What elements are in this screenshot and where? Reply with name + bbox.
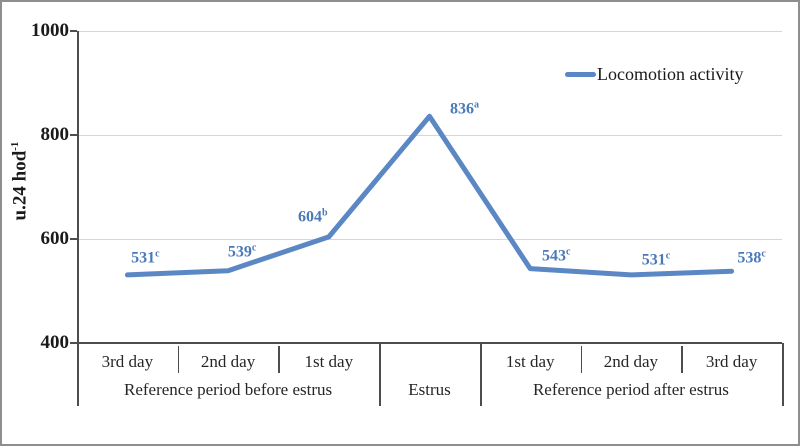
- data-point-significance-letter: c: [565, 245, 571, 257]
- gridline: [77, 135, 782, 136]
- data-point-significance-letter: c: [761, 248, 766, 260]
- gridline: [77, 239, 782, 240]
- data-point-label: 538c: [737, 249, 765, 268]
- y-tick-label: 600: [40, 228, 70, 249]
- data-point-significance-letter: c: [155, 248, 160, 260]
- data-point-significance-letter: a: [474, 99, 479, 111]
- legend-line-swatch: [565, 71, 596, 77]
- day-separator: [278, 346, 280, 373]
- legend-label: Locomotion activity: [597, 63, 744, 84]
- x-category-label: 2nd day: [200, 352, 256, 371]
- data-point-value: 539: [227, 243, 252, 261]
- data-point-value: 836: [450, 100, 474, 118]
- data-point-value: 531: [131, 249, 156, 267]
- data-point-significance-letter: c: [251, 242, 257, 254]
- day-separator: [681, 346, 683, 373]
- day-separator: [177, 346, 180, 373]
- data-point-label: 531c: [642, 250, 670, 269]
- y-tick-label: 1000: [31, 20, 69, 41]
- x-category-label: 3rd day: [705, 352, 758, 371]
- x-group-label: Reference period after estrus: [532, 380, 729, 399]
- data-point-value: 531: [641, 251, 666, 269]
- day-separator: [580, 346, 583, 373]
- group-separator: [379, 343, 382, 406]
- data-point-label: 836a: [450, 100, 479, 119]
- legend: Locomotion activity: [565, 64, 743, 84]
- group-separator: [782, 343, 784, 406]
- y-axis-line: [77, 31, 79, 406]
- x-category-label: 2nd day: [603, 352, 659, 371]
- y-tick-mark: [70, 134, 77, 136]
- y-tick-label: 800: [40, 124, 70, 145]
- data-point-label: 604b: [298, 207, 328, 226]
- series-polyline: [124, 113, 735, 278]
- x-axis-line: [70, 342, 782, 344]
- x-group-label: Reference period before estrus: [123, 380, 333, 399]
- x-category-label: 1st day: [304, 352, 354, 371]
- data-point-label: 531c: [131, 248, 159, 267]
- y-tick-label: 400: [40, 332, 70, 353]
- group-separator: [479, 343, 482, 406]
- data-point-label: 539c: [228, 242, 256, 261]
- gridline: [77, 31, 782, 32]
- data-point-value: 538: [737, 249, 762, 267]
- x-category-label: 3rd day: [101, 352, 154, 371]
- y-tick-mark: [70, 238, 77, 240]
- x-category-label: 1st day: [505, 352, 555, 371]
- data-point-value: 604: [298, 208, 322, 226]
- data-point-value: 543: [541, 247, 566, 265]
- data-point-significance-letter: b: [322, 207, 328, 219]
- data-point-label: 543c: [542, 246, 570, 265]
- y-tick-mark: [70, 30, 77, 32]
- x-group-label: Estrus: [408, 380, 451, 399]
- data-point-significance-letter: c: [665, 250, 671, 262]
